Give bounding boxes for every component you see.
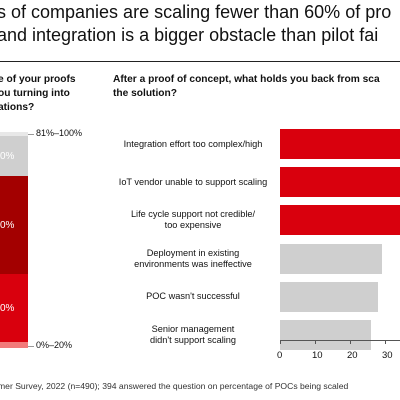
category-label-line: Life cycle support not credible/ xyxy=(130,209,256,220)
bar-6 xyxy=(280,320,371,350)
x-tick xyxy=(315,340,316,344)
bar-2 xyxy=(280,167,400,198)
left-heading-line-1: e of your proofs xyxy=(0,74,76,85)
category-label-1: Integration effort too complex/high xyxy=(108,139,278,150)
category-label-line: Deployment in existing xyxy=(146,247,240,258)
x-tick-label: 30 xyxy=(382,350,393,361)
category-label-line: Integration effort too complex/high xyxy=(123,138,263,149)
bar-3 xyxy=(280,205,400,236)
x-tick-label: 20 xyxy=(347,350,358,361)
x-tick xyxy=(385,340,386,344)
range-label-bottom: 0%–20% xyxy=(36,340,73,350)
x-axis-line xyxy=(280,340,400,341)
right-heading-line-2: the solution? xyxy=(113,88,177,99)
leader-line-bottom xyxy=(28,346,34,347)
category-label-line: Senior management xyxy=(151,324,235,334)
stack-segment-red-label: 0% xyxy=(0,302,15,314)
category-label-3: Life cycle support not credible/too expe… xyxy=(108,209,278,231)
x-tick xyxy=(350,340,351,344)
source-note: mer Survey, 2022 (n=490); 394 answered t… xyxy=(0,381,349,391)
stack-segment-dark-red: 0% xyxy=(0,176,28,274)
category-label-line: POC wasn't successful xyxy=(146,291,240,302)
left-heading-line-2: ou turning into xyxy=(0,88,70,99)
category-label-6: Senior management didn't support scaling xyxy=(108,324,278,346)
stack-segment-top xyxy=(0,132,28,136)
right-heading-line-1: After a proof of concept, what holds you… xyxy=(113,74,380,85)
category-label-4: Deployment in existing environments was i… xyxy=(108,248,278,270)
title-line-1: s of companies are scaling fewer than 60… xyxy=(0,2,392,22)
stack-segment-gray: 0% xyxy=(0,136,28,176)
bar-5 xyxy=(280,281,378,312)
category-label-line: environments was ineffective xyxy=(134,258,252,269)
title-divider xyxy=(0,61,400,62)
stack-segment-red: 0% xyxy=(0,274,28,342)
category-label-5: POC wasn't successful xyxy=(108,291,278,302)
left-heading-line-3: ations? xyxy=(0,102,35,113)
range-label-top: 81%–100% xyxy=(36,128,83,138)
left-panel-heading: e of your proofs ou turning into ations? xyxy=(0,73,76,115)
x-tick-label: 10 xyxy=(312,350,323,361)
x-tick-label: 0 xyxy=(277,350,283,361)
title-line-2: and integration is a bigger obstacle tha… xyxy=(0,25,379,45)
category-label-line: too expensive xyxy=(164,220,222,231)
bar-4 xyxy=(280,243,382,274)
leader-line-top xyxy=(28,134,34,135)
right-panel-heading: After a proof of concept, what holds you… xyxy=(113,73,380,101)
category-label-line: didn't support scaling xyxy=(149,335,237,345)
stack-segment-gray-label: 0% xyxy=(0,150,15,162)
category-label-line: IoT vendor unable to support scaling xyxy=(118,176,268,187)
stack-segment-light-red xyxy=(0,342,28,348)
category-label-2: IoT vendor unable to support scaling xyxy=(108,177,278,188)
stack-segment-dark-red-label: 0% xyxy=(0,219,15,231)
x-tick xyxy=(280,340,281,344)
bar-1 xyxy=(280,129,400,159)
